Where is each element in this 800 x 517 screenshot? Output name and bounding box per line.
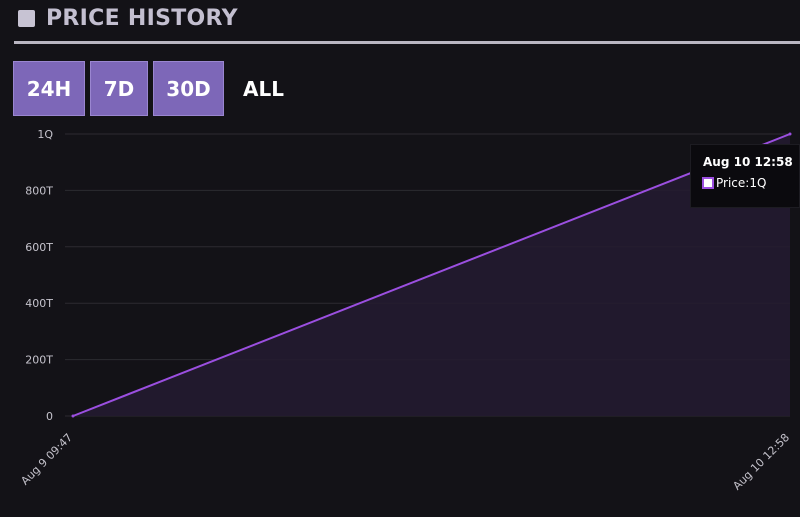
header-divider [14,41,800,44]
panel-header: PRICE HISTORY [14,4,238,32]
tooltip-series-label: Price [716,176,746,190]
x-tick-label: Aug 9 09:47 [18,431,75,488]
data-point [71,414,75,418]
y-tick-label: 400T [25,297,53,310]
y-tick-label: 200T [25,354,53,367]
square-icon [18,9,35,27]
tooltip-title: Aug 10 12:58 [703,155,793,169]
chart-tooltip: Aug 10 12:58 Price: 1Q [690,144,800,208]
range-tabs: 24H 7D 30D ALL [13,61,298,116]
tab-all[interactable]: ALL [243,76,284,101]
x-tick-label: Aug 10 12:58 [730,431,792,493]
series-line [72,133,791,417]
tab-24h[interactable]: 24H [13,61,85,116]
y-tick-label: 1Q [37,128,53,141]
y-tick-label: 600T [25,241,53,254]
data-point [788,132,792,136]
y-tick-label: 800T [25,184,53,197]
tooltip-separator: : [745,176,750,190]
y-tick-label: 0 [46,410,53,423]
tab-30d[interactable]: 30D [153,61,224,116]
tab-7d[interactable]: 7D [90,61,148,116]
tooltip-value: 1Q [749,176,767,190]
tooltip-row: Price: 1Q [702,176,799,190]
series-swatch [702,177,714,189]
panel-title: PRICE HISTORY [46,5,238,31]
